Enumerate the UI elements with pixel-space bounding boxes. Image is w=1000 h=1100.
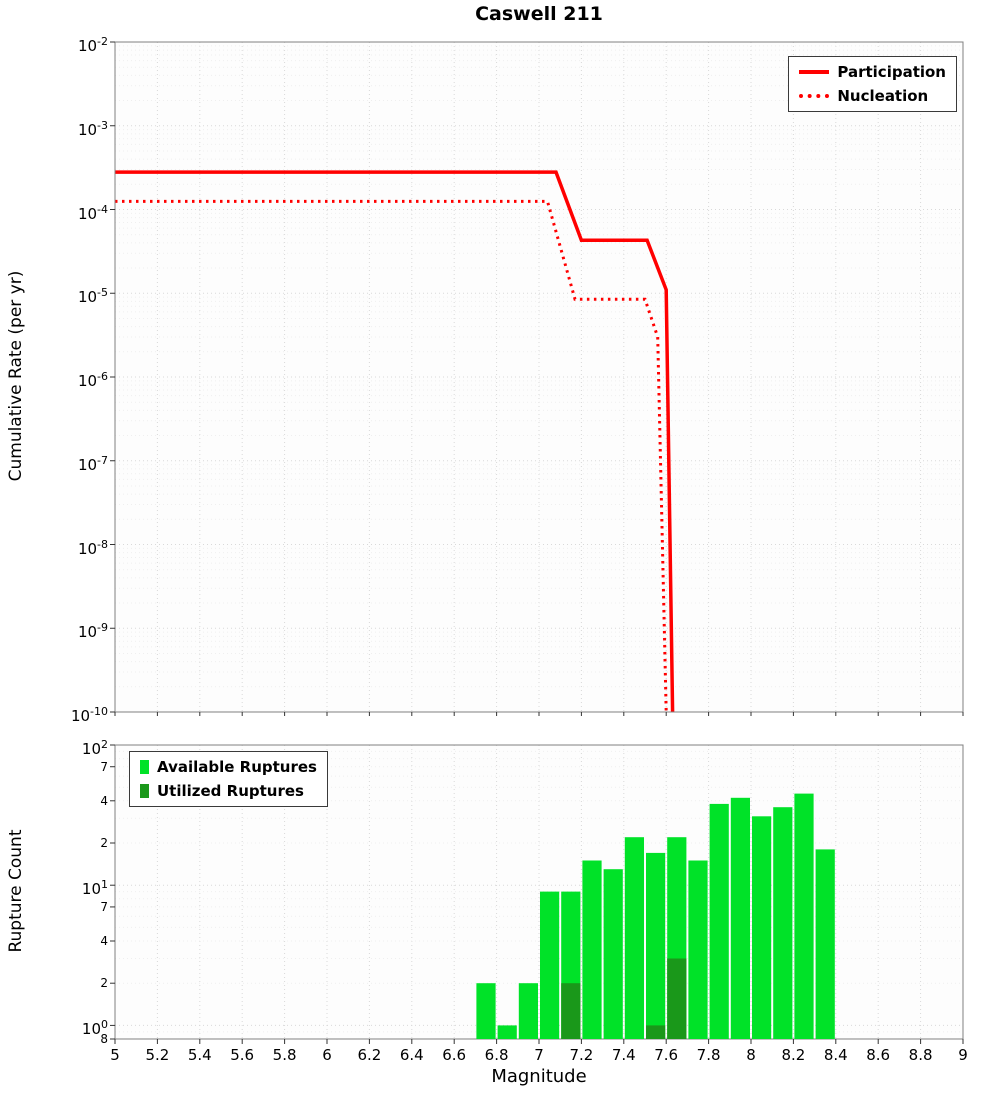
available-bar xyxy=(603,869,623,1039)
participation-line-sample xyxy=(799,70,830,74)
available-bar xyxy=(688,860,708,1039)
x-tick-label: 8.8 xyxy=(908,1046,933,1064)
x-tick-label: 7.4 xyxy=(611,1046,636,1064)
y-tick-label-minor: 4 xyxy=(100,793,108,808)
x-tick-label: 8 xyxy=(746,1046,756,1064)
x-tick-label: 8.4 xyxy=(823,1046,848,1064)
legend-label-participation: Participation xyxy=(837,63,946,81)
legend-label-available: Available Ruptures xyxy=(157,758,317,776)
y-tick-label: 10-2 xyxy=(77,35,108,55)
available-ruptures-swatch xyxy=(140,760,149,774)
y-tick-label-minor: 2 xyxy=(100,976,108,991)
legend-label-utilized: Utilized Ruptures xyxy=(157,782,304,800)
x-tick-label: 7.6 xyxy=(654,1046,679,1064)
x-tick-label: 6 xyxy=(322,1046,332,1064)
legend-top: Participation Nucleation xyxy=(788,56,957,112)
x-tick-label: 6.8 xyxy=(484,1046,509,1064)
x-tick-label: 9 xyxy=(958,1046,968,1064)
x-tick-label: 8.6 xyxy=(866,1046,891,1064)
available-bar xyxy=(794,793,814,1039)
y-tick-label: 101 xyxy=(81,878,108,899)
x-tick-label: 5.6 xyxy=(230,1046,255,1064)
x-tick-label: 6.6 xyxy=(442,1046,467,1064)
y-tick-label: 10-9 xyxy=(77,621,108,642)
x-tick-label: 7 xyxy=(534,1046,544,1064)
y-tick-label: 10-3 xyxy=(77,118,108,139)
legend-label-nucleation: Nucleation xyxy=(837,87,929,105)
available-bar xyxy=(540,891,560,1039)
legend-bottom: Available Ruptures Utilized Ruptures xyxy=(129,751,328,807)
utilized-ruptures-swatch xyxy=(140,784,149,798)
available-bar xyxy=(518,983,538,1039)
y-tick-label-minor: 7 xyxy=(100,899,108,914)
participation-line xyxy=(115,170,675,713)
x-tick-label: 5.8 xyxy=(272,1046,297,1064)
available-bar xyxy=(582,860,602,1039)
y-tick-label-minor: 8 xyxy=(100,1032,108,1046)
y-tick-label: 10-8 xyxy=(77,537,108,558)
available-bar xyxy=(497,1025,517,1039)
y-tick-label-minor: 7 xyxy=(100,759,108,774)
x-tick-label: 5.2 xyxy=(145,1046,170,1064)
available-bar xyxy=(476,983,496,1039)
y-tick-label: 10-7 xyxy=(77,453,108,474)
x-tick-label: 6.4 xyxy=(399,1046,424,1064)
y-tick-label-minor: 4 xyxy=(100,934,108,948)
available-bar xyxy=(773,807,793,1039)
y-tick-label: 100 xyxy=(81,1018,108,1039)
available-bar xyxy=(646,852,666,1039)
chart-title: Caswell 211 xyxy=(475,3,603,25)
available-bar xyxy=(730,797,750,1039)
x-tick-label: 5.4 xyxy=(187,1046,212,1064)
y-tick-label: 10-4 xyxy=(77,202,108,223)
utilized-bar xyxy=(561,983,581,1039)
legend-item-nucleation: Nucleation xyxy=(799,87,946,105)
nucleation-line-sample xyxy=(799,94,830,98)
legend-item-participation: Participation xyxy=(799,63,946,81)
x-tick-label: 5 xyxy=(110,1046,120,1064)
utilized-bar xyxy=(646,1025,666,1039)
nucleation-line xyxy=(115,199,668,713)
y-tick-label: 10-5 xyxy=(77,286,108,307)
available-bar xyxy=(752,816,772,1039)
x-tick-label: 6.2 xyxy=(357,1046,382,1064)
available-bar xyxy=(624,837,644,1039)
utilized-bar xyxy=(667,958,687,1039)
y-tick-label: 102 xyxy=(81,738,108,758)
top-chart-area xyxy=(110,41,964,716)
available-bar xyxy=(709,803,729,1039)
x-tick-label: 7.2 xyxy=(569,1046,594,1064)
x-tick-label: 8.2 xyxy=(781,1046,806,1064)
y-tick-label-minor: 2 xyxy=(100,836,108,850)
utilized-bars xyxy=(561,958,687,1039)
legend-item-available: Available Ruptures xyxy=(140,758,317,776)
y-tick-label: 10-6 xyxy=(77,370,108,390)
available-bar xyxy=(815,849,835,1039)
y-tick-label: 10-10 xyxy=(70,705,108,725)
x-tick-label: 7.8 xyxy=(696,1046,721,1064)
legend-item-utilized: Utilized Ruptures xyxy=(140,782,317,800)
x-axis-label: Magnitude xyxy=(491,1066,587,1087)
